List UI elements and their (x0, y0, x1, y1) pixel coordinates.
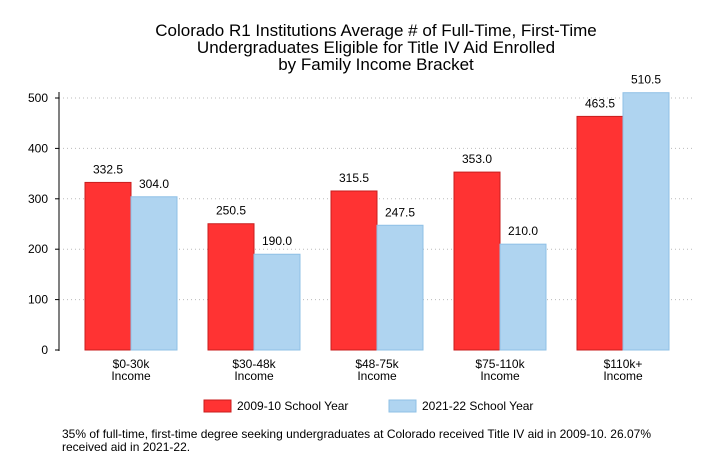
chart-title-line: Undergraduates Eligible for Title IV Aid… (197, 38, 555, 57)
legend-swatch (203, 399, 232, 413)
data-labels: 332.5 304.0 250.5 190.0 315.5 247.5 353.0 210.0… (93, 73, 661, 249)
data-label: 510.5 (631, 73, 661, 87)
data-label: 463.5 (585, 96, 615, 110)
bar (376, 224, 424, 351)
bar (453, 171, 501, 351)
x-tick-label: $30-48k (232, 357, 276, 371)
legend: 2009-10 School Year 2021-22 School Year (203, 399, 533, 413)
x-tick-label: Income (234, 369, 274, 383)
bar (130, 196, 178, 351)
x-tick-label: Income (111, 369, 151, 383)
x-tick-label: Income (357, 369, 397, 383)
data-label: 210.0 (508, 224, 538, 238)
legend-label: 2009-10 School Year (237, 399, 348, 413)
bar (330, 190, 378, 351)
chart-title-line: Colorado R1 Institutions Average # of Fu… (155, 21, 597, 40)
x-tick-label: $75-110k (475, 357, 525, 371)
x-tick-label: $48-75k (355, 357, 399, 371)
bar (499, 243, 547, 351)
data-label: 190.0 (262, 234, 292, 248)
bar (622, 92, 670, 351)
y-axis: 0 100 200 300 400 500 (28, 91, 60, 357)
x-tick-label: $0-30k (113, 357, 151, 371)
data-label: 304.0 (139, 177, 169, 191)
x-axis: $0-30kIncome$30-48kIncome$48-75kIncome$7… (111, 357, 643, 383)
bar (207, 223, 255, 351)
data-label: 315.5 (339, 171, 369, 185)
data-label: 250.5 (216, 204, 246, 218)
y-tick-label: 200 (28, 242, 48, 256)
footnote: 35% of full-time, first-time degree seek… (62, 427, 651, 454)
data-label: 247.5 (385, 205, 415, 219)
bar (84, 181, 132, 351)
y-tick-label: 100 (28, 293, 48, 307)
x-tick-label: Income (603, 369, 643, 383)
y-tick-label: 0 (41, 343, 48, 357)
bar (253, 253, 301, 351)
y-tick-label: 300 (28, 192, 48, 206)
data-label: 353.0 (462, 152, 492, 166)
data-label: 332.5 (93, 162, 123, 176)
y-tick-label: 500 (28, 91, 48, 105)
bars (84, 92, 670, 351)
x-tick-label: Income (480, 369, 520, 383)
bar (576, 115, 624, 351)
legend-label: 2021-22 School Year (422, 399, 533, 413)
chart-title-line: by Family Income Bracket (278, 55, 474, 74)
legend-swatch (388, 399, 417, 413)
x-tick-label: $110k+ (604, 357, 643, 371)
chart-title: Colorado R1 Institutions Average # of Fu… (155, 21, 597, 74)
y-tick-label: 400 (28, 141, 48, 155)
